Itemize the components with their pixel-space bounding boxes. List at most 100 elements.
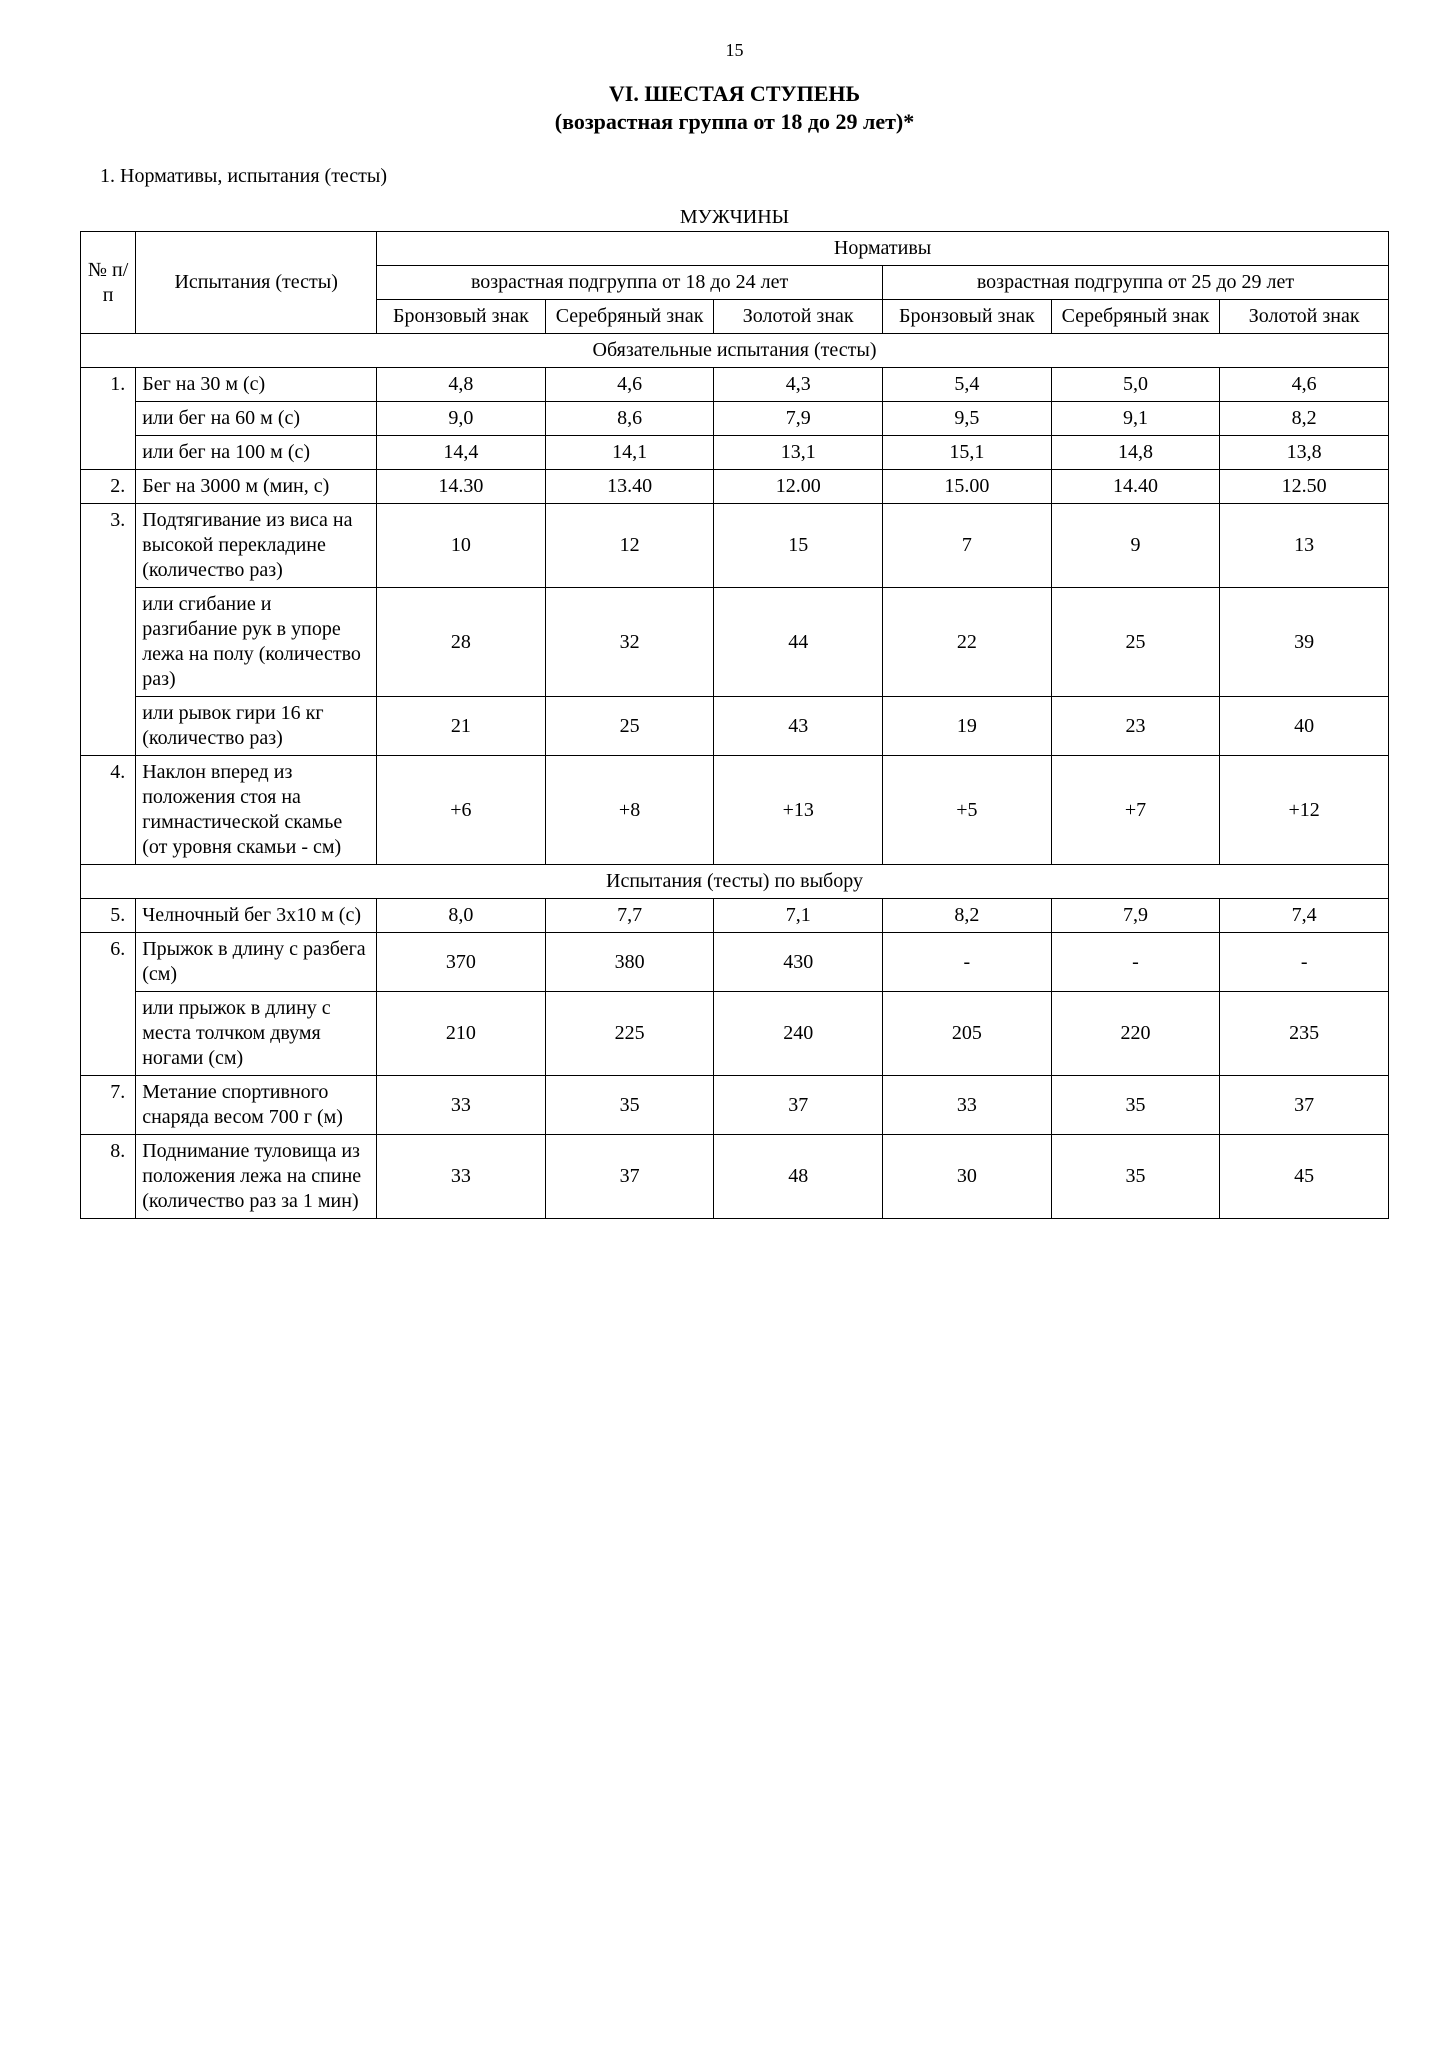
cell: 13,8 — [1220, 436, 1389, 470]
row-num: 6. — [81, 933, 136, 1076]
cell: 15 — [714, 504, 883, 588]
cell: 12.00 — [714, 470, 883, 504]
th-num: № п/п — [81, 232, 136, 334]
cell: 37 — [1220, 1076, 1389, 1135]
cell: 7,4 — [1220, 899, 1389, 933]
th-bronze-1: Бронзовый знак — [377, 300, 546, 334]
cell: 13,1 — [714, 436, 883, 470]
section-optional: Испытания (тесты) по выбору — [81, 865, 1389, 899]
cell: 13.40 — [545, 470, 714, 504]
cell: 14,1 — [545, 436, 714, 470]
th-test: Испытания (тесты) — [136, 232, 377, 334]
section-mandatory: Обязательные испытания (тесты) — [81, 334, 1389, 368]
row-test: или сгибание и разгибание рук в упоре ле… — [136, 588, 377, 697]
row-test: Подтягивание из виса на высокой переклад… — [136, 504, 377, 588]
cell: 8,2 — [1220, 402, 1389, 436]
table-row: 5. Челночный бег 3x10 м (с) 8,0 7,7 7,1 … — [81, 899, 1389, 933]
row-test: Бег на 3000 м (мин, с) — [136, 470, 377, 504]
table-row: или бег на 60 м (с) 9,0 8,6 7,9 9,5 9,1 … — [81, 402, 1389, 436]
cell: 220 — [1051, 992, 1220, 1076]
th-gold-2: Золотой знак — [1220, 300, 1389, 334]
row-num: 1. — [81, 368, 136, 470]
cell: 45 — [1220, 1135, 1389, 1219]
cell: 9,5 — [883, 402, 1052, 436]
row-num: 4. — [81, 756, 136, 865]
cell: 4,6 — [1220, 368, 1389, 402]
table-row: 7. Метание спортивного снаряда весом 700… — [81, 1076, 1389, 1135]
row-test: Челночный бег 3x10 м (с) — [136, 899, 377, 933]
cell: 8,2 — [883, 899, 1052, 933]
cell: 35 — [545, 1076, 714, 1135]
cell: 205 — [883, 992, 1052, 1076]
th-norms: Нормативы — [377, 232, 1389, 266]
row-num: 5. — [81, 899, 136, 933]
cell: 235 — [1220, 992, 1389, 1076]
intro-line: 1. Нормативы, испытания (тесты) — [100, 165, 1389, 188]
cell: 14.30 — [377, 470, 546, 504]
table-row: 3. Подтягивание из виса на высокой перек… — [81, 504, 1389, 588]
table-row: 2. Бег на 3000 м (мин, с) 14.30 13.40 12… — [81, 470, 1389, 504]
cell: 7,7 — [545, 899, 714, 933]
table-row: или сгибание и разгибание рук в упоре ле… — [81, 588, 1389, 697]
cell: 4,6 — [545, 368, 714, 402]
cell: 33 — [883, 1076, 1052, 1135]
page-number: 15 — [80, 40, 1389, 61]
cell: 23 — [1051, 697, 1220, 756]
cell: 48 — [714, 1135, 883, 1219]
cell: 430 — [714, 933, 883, 992]
cell: 8,0 — [377, 899, 546, 933]
table-label: МУЖЧИНЫ — [80, 206, 1389, 229]
table-row: или прыжок в длину с места толчком двумя… — [81, 992, 1389, 1076]
cell: 9,0 — [377, 402, 546, 436]
cell: 370 — [377, 933, 546, 992]
table-row: 4. Наклон вперед из положения стоя на ги… — [81, 756, 1389, 865]
cell: 10 — [377, 504, 546, 588]
cell: 14,4 — [377, 436, 546, 470]
th-silver-1: Серебряный знак — [545, 300, 714, 334]
cell: 44 — [714, 588, 883, 697]
cell: 21 — [377, 697, 546, 756]
cell: 39 — [1220, 588, 1389, 697]
row-test: Поднимание туловища из положения лежа на… — [136, 1135, 377, 1219]
cell: 4,8 — [377, 368, 546, 402]
cell: +5 — [883, 756, 1052, 865]
cell: 43 — [714, 697, 883, 756]
cell: 9,1 — [1051, 402, 1220, 436]
row-num: 3. — [81, 504, 136, 756]
cell: 7 — [883, 504, 1052, 588]
cell: 15,1 — [883, 436, 1052, 470]
table-row: 6. Прыжок в длину с разбега (см) 370 380… — [81, 933, 1389, 992]
page-title: VI. ШЕСТАЯ СТУПЕНЬ — [80, 81, 1389, 107]
cell: 33 — [377, 1135, 546, 1219]
table-row: 1. Бег на 30 м (с) 4,8 4,6 4,3 5,4 5,0 4… — [81, 368, 1389, 402]
cell: 9 — [1051, 504, 1220, 588]
cell: 35 — [1051, 1076, 1220, 1135]
cell: 15.00 — [883, 470, 1052, 504]
cell: +13 — [714, 756, 883, 865]
cell: 25 — [545, 697, 714, 756]
row-test: Наклон вперед из положения стоя на гимна… — [136, 756, 377, 865]
row-test: или рывок гири 16 кг (количество раз) — [136, 697, 377, 756]
row-test: или бег на 100 м (с) — [136, 436, 377, 470]
cell: 22 — [883, 588, 1052, 697]
cell: 380 — [545, 933, 714, 992]
cell: 33 — [377, 1076, 546, 1135]
cell: 210 — [377, 992, 546, 1076]
cell: +7 — [1051, 756, 1220, 865]
cell: +12 — [1220, 756, 1389, 865]
cell: - — [1220, 933, 1389, 992]
cell: - — [1051, 933, 1220, 992]
table-row: или рывок гири 16 кг (количество раз) 21… — [81, 697, 1389, 756]
th-group2: возрастная подгруппа от 25 до 29 лет — [883, 266, 1389, 300]
cell: 32 — [545, 588, 714, 697]
cell: 12 — [545, 504, 714, 588]
row-test: или бег на 60 м (с) — [136, 402, 377, 436]
table-row: или бег на 100 м (с) 14,4 14,1 13,1 15,1… — [81, 436, 1389, 470]
cell: 8,6 — [545, 402, 714, 436]
th-gold-1: Золотой знак — [714, 300, 883, 334]
cell: 28 — [377, 588, 546, 697]
cell: +8 — [545, 756, 714, 865]
row-num: 8. — [81, 1135, 136, 1219]
row-test: Бег на 30 м (с) — [136, 368, 377, 402]
cell: 7,9 — [1051, 899, 1220, 933]
